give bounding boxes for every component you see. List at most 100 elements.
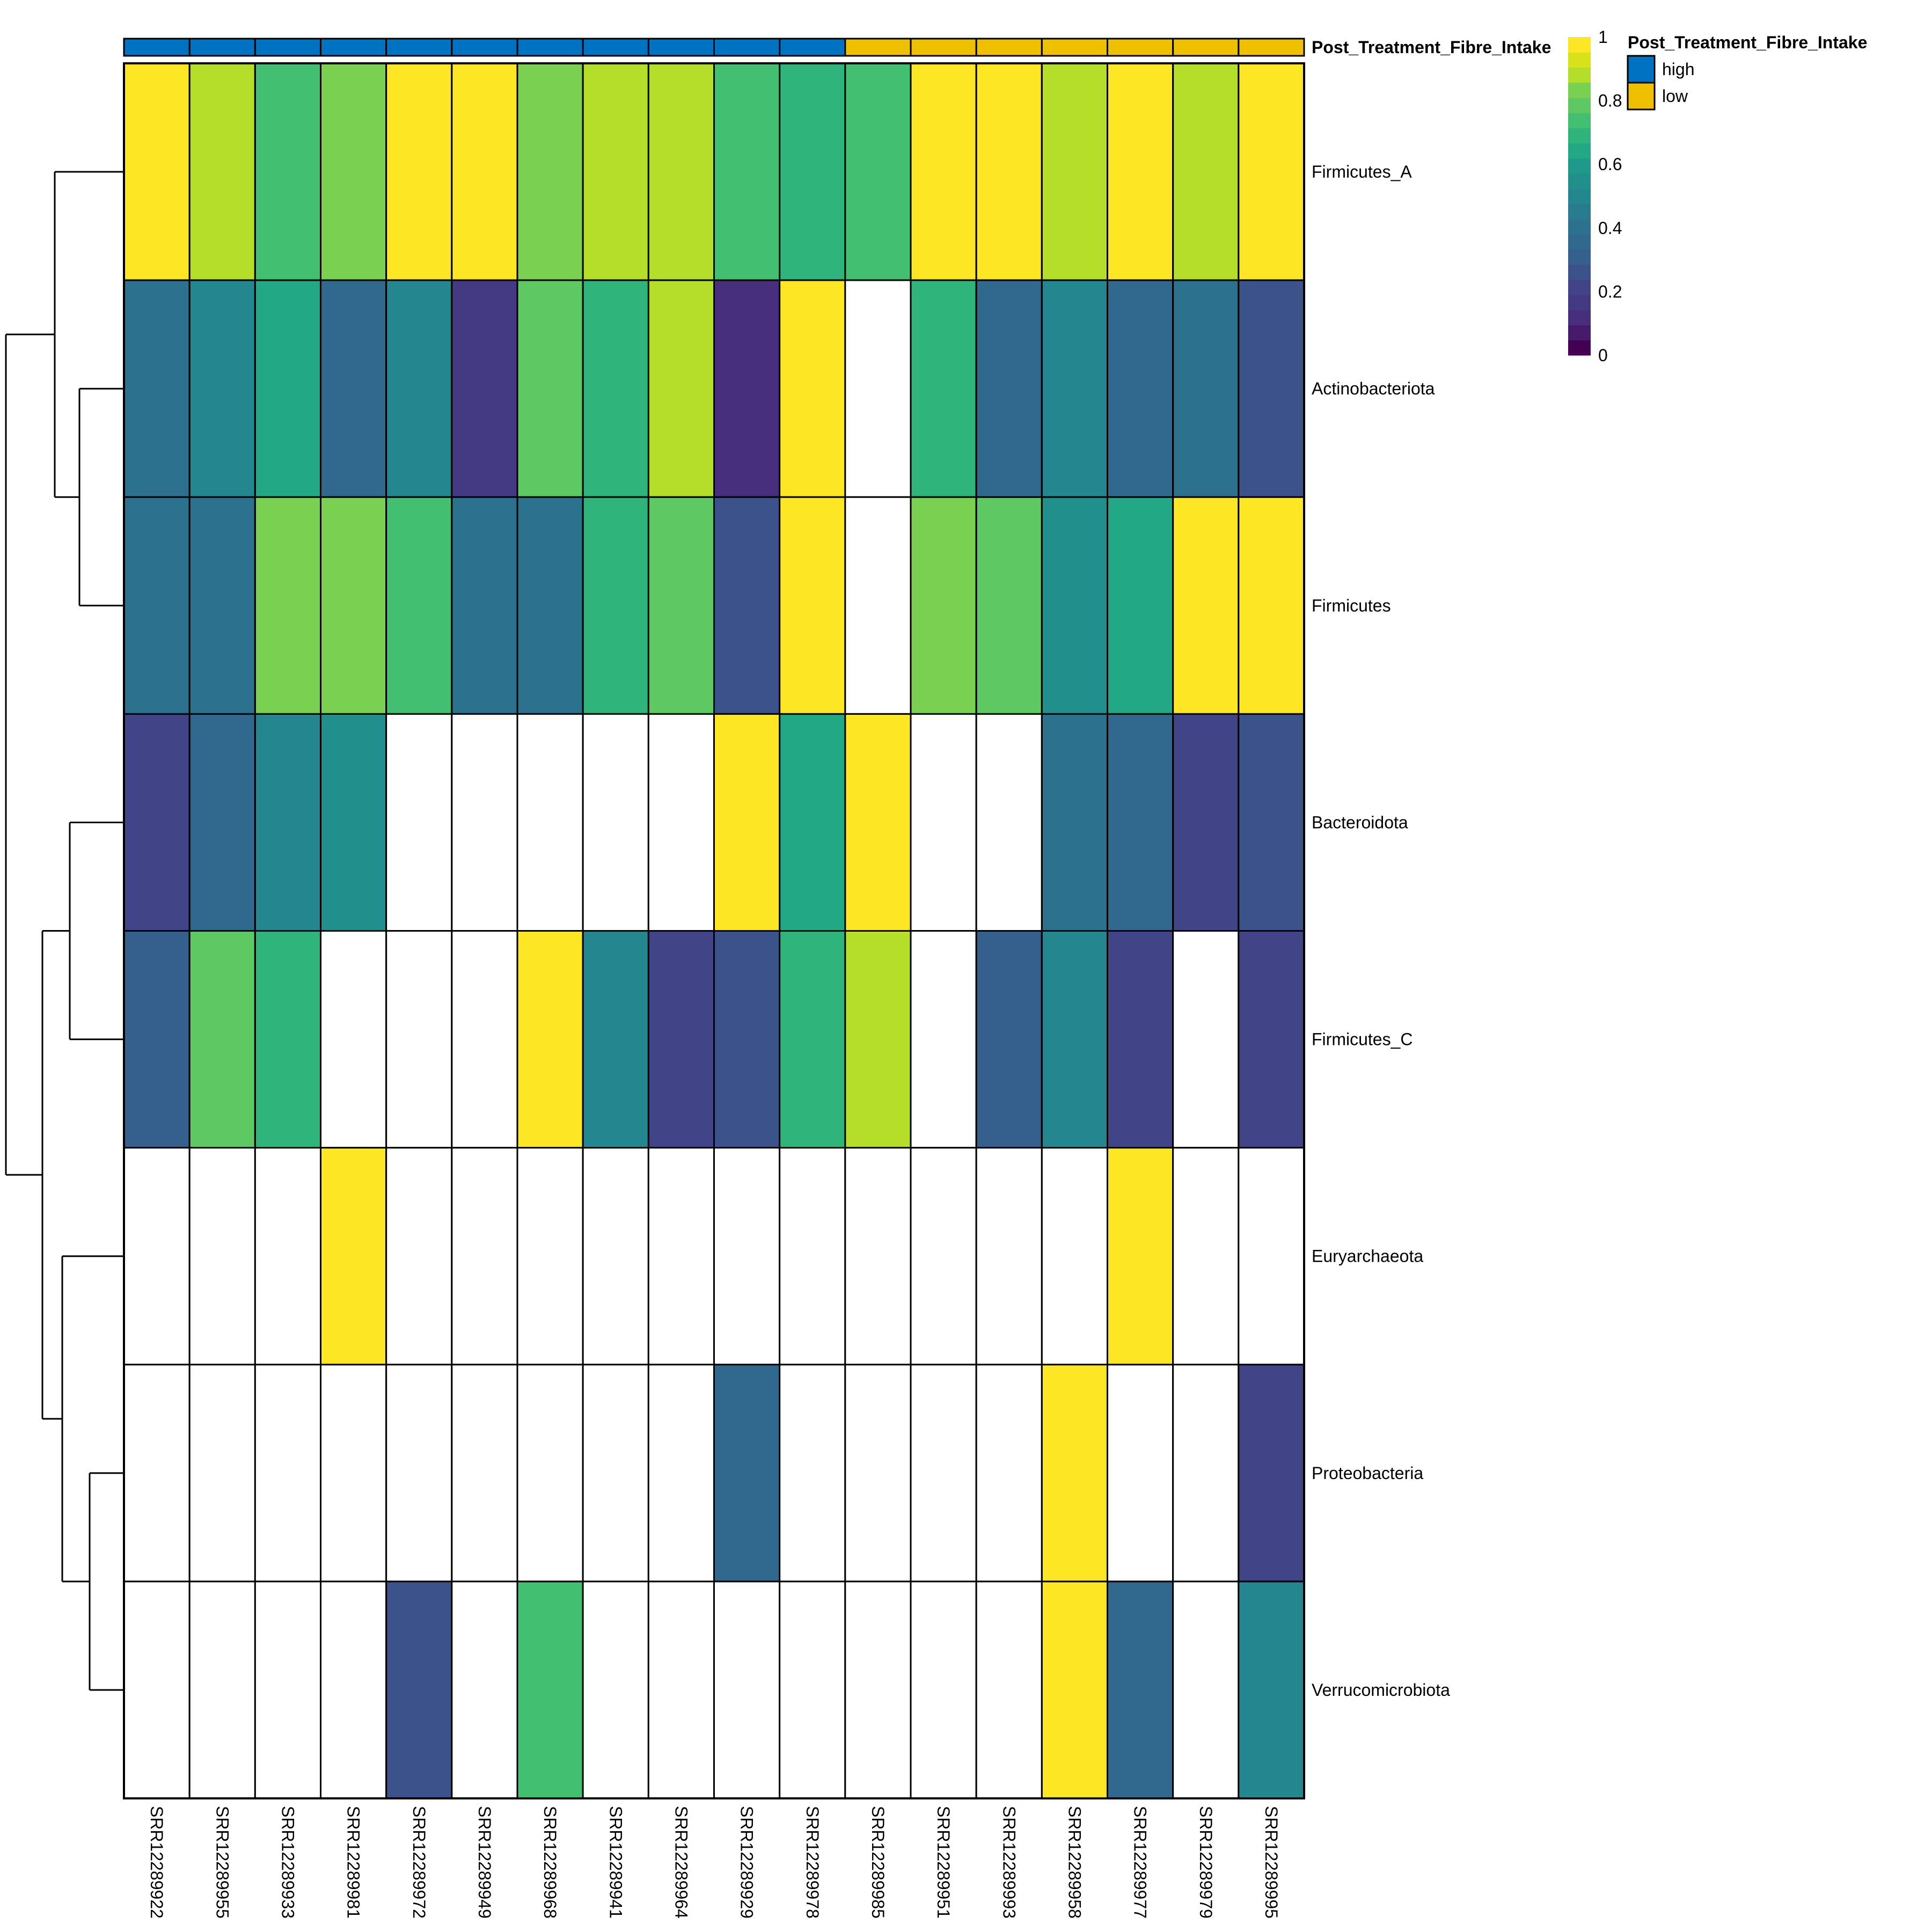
heatmap-cell: [516, 713, 584, 932]
heatmap-cell: [123, 1580, 191, 1799]
annotation-cell: [123, 38, 191, 57]
heatmap-cell: [910, 713, 977, 932]
heatmap-cell: [582, 496, 649, 715]
heatmap-cell: [910, 1147, 977, 1366]
heatmap-cell: [1041, 62, 1109, 281]
colorbar-step: [1568, 295, 1591, 310]
heatmap-cell: [1107, 62, 1174, 281]
heatmap-cell: [1238, 496, 1305, 715]
row-labels: Firmicutes_A Actinobacteriota Firmicutes Ba…: [1312, 162, 1450, 1700]
color-legend: 0 0.2 0.4 0.6 0.8 1: [1568, 27, 1622, 365]
row-label: Bacteroidota: [1312, 813, 1408, 832]
column-label: SRR12289933: [278, 1806, 297, 1919]
heatmap-cell: [385, 1147, 453, 1366]
colorbar-step: [1568, 173, 1591, 189]
colorbar-step: [1568, 264, 1591, 280]
heatmap-cell: [254, 1364, 322, 1583]
row-label: Actinobacteriota: [1312, 379, 1435, 398]
column-label: SRR12289929: [737, 1806, 757, 1919]
heatmap-cell: [385, 496, 453, 715]
heatmap-cell: [1172, 713, 1240, 932]
colorbar-step: [1568, 67, 1591, 83]
heatmap-cell: [844, 713, 912, 932]
colorbar-tick-label: 0.6: [1598, 155, 1622, 174]
column-label: SRR12289995: [1262, 1806, 1281, 1919]
heatmap-cell: [779, 930, 846, 1149]
row-label: Euryarchaeota: [1312, 1247, 1423, 1266]
heatmap-cell: [779, 1147, 846, 1366]
heatmap-cell: [844, 279, 912, 498]
column-label: SRR12289949: [475, 1806, 494, 1919]
heatmap-cell: [320, 279, 387, 498]
colorbar-tick-label: 0.4: [1598, 218, 1622, 238]
colorbar-step: [1568, 158, 1591, 174]
colorbar-step: [1568, 52, 1591, 68]
heatmap-cell: [910, 1580, 977, 1799]
column-label: SRR12289985: [868, 1806, 888, 1919]
heatmap-cell: [188, 62, 256, 281]
annotation-legend-label: high: [1662, 60, 1695, 79]
heatmap-cell: [451, 930, 518, 1149]
heatmap-cell: [320, 930, 387, 1149]
column-label: SRR12289922: [147, 1806, 166, 1919]
heatmap-cell: [188, 713, 256, 932]
colorbar-step: [1568, 340, 1591, 356]
heatmap-cell: [254, 713, 322, 932]
colorbar-tick-label: 0.2: [1598, 282, 1622, 301]
heatmap-cell: [451, 279, 518, 498]
heatmap-cell: [647, 279, 715, 498]
heatmap-cell: [975, 713, 1043, 932]
heatmap-cell: [451, 1147, 518, 1366]
heatmap-cell: [779, 1580, 846, 1799]
heatmap-cell: [1172, 279, 1240, 498]
column-label: SRR12289941: [606, 1806, 625, 1919]
heatmap-cell: [713, 1580, 781, 1799]
heatmap-cell: [713, 930, 781, 1149]
heatmap-cell: [1172, 1580, 1240, 1799]
heatmap-cell: [1041, 1580, 1109, 1799]
annotation-cell: [1041, 38, 1109, 57]
heatmap-cell: [1041, 930, 1109, 1149]
heatmap-cell: [451, 713, 518, 932]
heatmap-cell: [975, 1580, 1043, 1799]
colorbar-step: [1568, 37, 1591, 53]
heatmap-cell: [713, 1364, 781, 1583]
heatmap-cell: [1041, 496, 1109, 715]
heatmap-cell: [975, 1364, 1043, 1583]
heatmap-cell: [582, 1147, 649, 1366]
heatmap-cell: [779, 1364, 846, 1583]
heatmap-cell: [647, 1580, 715, 1799]
heatmap-cell: [1238, 62, 1305, 281]
colorbar-tick-label: 1: [1598, 27, 1608, 47]
column-label: SRR12289964: [671, 1806, 691, 1919]
heatmap-cell: [1107, 930, 1174, 1149]
heatmap-cell: [254, 1147, 322, 1366]
heatmap-cells: [123, 62, 1305, 1799]
heatmap-cell: [188, 496, 256, 715]
heatmap-cell: [647, 930, 715, 1149]
heatmap-cell: [1107, 1580, 1174, 1799]
heatmap-cell: [254, 62, 322, 281]
column-labels: SRR12289922 SRR12289955 SRR12289933 SRR1228…: [147, 1806, 1281, 1919]
annotation-cell: [1238, 38, 1305, 57]
heatmap-cell: [385, 1364, 453, 1583]
colorbar-step: [1568, 82, 1591, 98]
heatmap-cell: [713, 713, 781, 932]
annotation-cell: [844, 38, 912, 57]
heatmap-cell: [254, 1580, 322, 1799]
annotation-cell: [451, 38, 518, 57]
heatmap-cell: [1172, 930, 1240, 1149]
heatmap-cell: [254, 279, 322, 498]
heatmap-cell: [516, 1364, 584, 1583]
colorbar-step: [1568, 218, 1591, 235]
heatmap-cell: [713, 1147, 781, 1366]
annotation-bar-label: Post_Treatment_Fibre_Intake: [1312, 38, 1551, 57]
heatmap-cell: [779, 713, 846, 932]
heatmap-cell: [516, 930, 584, 1149]
column-label: SRR12289951: [934, 1806, 953, 1919]
row-dendrogram: [5, 171, 124, 1691]
colorbar-step: [1568, 279, 1591, 295]
heatmap-cell: [188, 279, 256, 498]
annotation-cell: [516, 38, 584, 57]
